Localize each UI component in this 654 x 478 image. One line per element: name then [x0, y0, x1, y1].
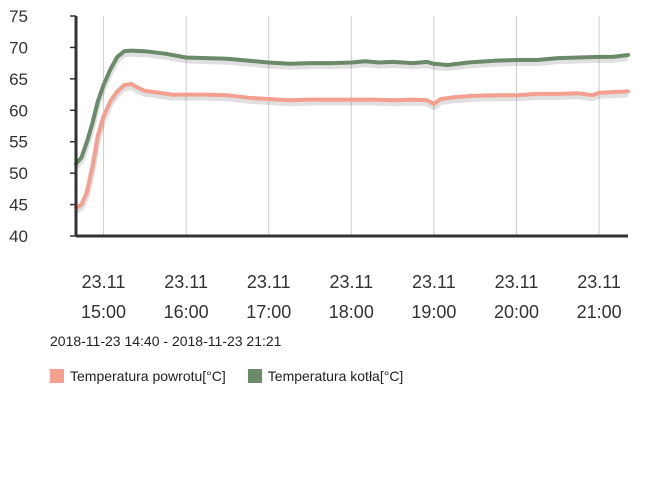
x-tick-time-5: 20:00 — [494, 302, 539, 322]
grid-lines — [103, 16, 600, 236]
y-tick-label-2: 50 — [9, 164, 28, 183]
legend-swatch-return-temp — [50, 369, 64, 383]
axes — [74, 16, 628, 238]
x-tick-time-2: 17:00 — [246, 302, 291, 322]
legend-item-return-temp[interactable]: Temperatura powrotu[°C] — [50, 368, 226, 384]
legend-swatch-boiler-temp — [247, 369, 262, 383]
y-tick-label-3: 55 — [9, 133, 28, 152]
x-axis-ticks: 23.11 15:00 23.11 16:00 23.11 17:00 23.11 18:00… — [81, 272, 622, 322]
y-tick-label-0: 40 — [9, 227, 28, 246]
x-tick-time-6: 21:00 — [577, 302, 622, 322]
x-tick-date-1: 23.11 — [164, 272, 208, 292]
date-range-label: 2018-11-23 14:40 - 2018-11-23 21:21 — [50, 333, 282, 349]
x-tick-time-1: 16:00 — [164, 302, 209, 322]
x-tick-date-2: 23.11 — [247, 272, 291, 292]
y-tick-label-1: 45 — [9, 196, 28, 215]
x-tick-date-0: 23.11 — [82, 272, 126, 292]
x-tick-time-0: 15:00 — [81, 302, 126, 322]
y-tick-label-5: 65 — [9, 70, 28, 89]
legend-label-return-temp: Temperatura powrotu[°C] — [70, 368, 226, 384]
chart-legend: Temperatura powrotu[°C] Temperatura kotł… — [50, 368, 425, 384]
series-shadow-1 — [73, 50, 629, 169]
legend-item-boiler-temp[interactable]: Temperatura kotła[°C] — [247, 368, 404, 384]
y-tick-label-4: 60 — [9, 101, 28, 120]
x-tick-time-3: 18:00 — [329, 302, 374, 322]
x-tick-date-4: 23.11 — [412, 272, 456, 292]
series-lines — [73, 48, 630, 214]
x-tick-time-4: 19:00 — [411, 302, 456, 322]
series-shadow-0 — [74, 83, 629, 214]
series-line-0 — [74, 81, 630, 210]
x-tick-date-5: 23.11 — [495, 272, 539, 292]
y-tick-label-6: 70 — [9, 38, 28, 57]
x-tick-date-6: 23.11 — [577, 272, 621, 292]
series-line-1 — [74, 48, 630, 166]
y-tick-label-7: 75 — [9, 7, 28, 26]
x-tick-date-3: 23.11 — [329, 272, 373, 292]
legend-label-boiler-temp: Temperatura kotła[°C] — [267, 368, 404, 384]
y-axis-ticks: 40 45 50 55 60 65 70 75 — [9, 7, 76, 246]
